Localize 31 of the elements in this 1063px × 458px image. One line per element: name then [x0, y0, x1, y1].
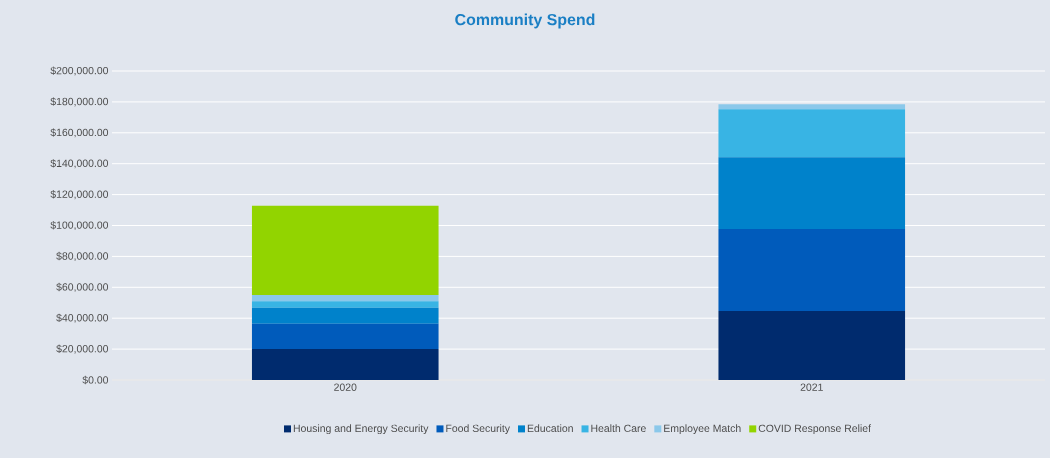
legend-label: Employee Match: [664, 424, 741, 435]
y-tick-label: $60,000.00: [56, 282, 109, 292]
bar: [251, 295, 439, 302]
bar: [718, 104, 906, 110]
x-tick-label: 2020: [334, 383, 357, 391]
bar: [251, 323, 439, 350]
legend-label: Health Care: [591, 424, 646, 433]
y-tick-label: $140,000.00: [50, 159, 109, 169]
legend-label: COVID Response Relief: [758, 424, 871, 435]
y-tick-label: $100,000.00: [50, 220, 109, 231]
y-tick-label: $0.00: [82, 375, 109, 385]
bar: [718, 229, 906, 311]
bar: [251, 205, 439, 296]
bar: [718, 109, 906, 158]
legend-label: Education: [527, 424, 573, 433]
bar: [251, 301, 439, 308]
y-tick-label: $40,000.00: [56, 313, 109, 323]
y-tick-label: $80,000.00: [56, 251, 109, 261]
legend-label: Housing and Energy Security: [293, 424, 429, 435]
bar: [718, 157, 906, 230]
bar: [251, 307, 439, 324]
bar: [251, 349, 439, 380]
y-tick-label: $120,000.00: [50, 190, 109, 200]
y-tick-label: $200,000.00: [50, 66, 109, 76]
y-tick-label: $180,000.00: [50, 97, 109, 107]
chart-title: Community Spend: [455, 13, 595, 29]
y-tick-label: $160,000.00: [50, 128, 109, 138]
x-tick-label: 2021: [800, 383, 823, 391]
y-tick-label: $20,000.00: [56, 344, 109, 354]
bar: [718, 310, 906, 380]
legend-label: Food Security: [446, 424, 510, 435]
